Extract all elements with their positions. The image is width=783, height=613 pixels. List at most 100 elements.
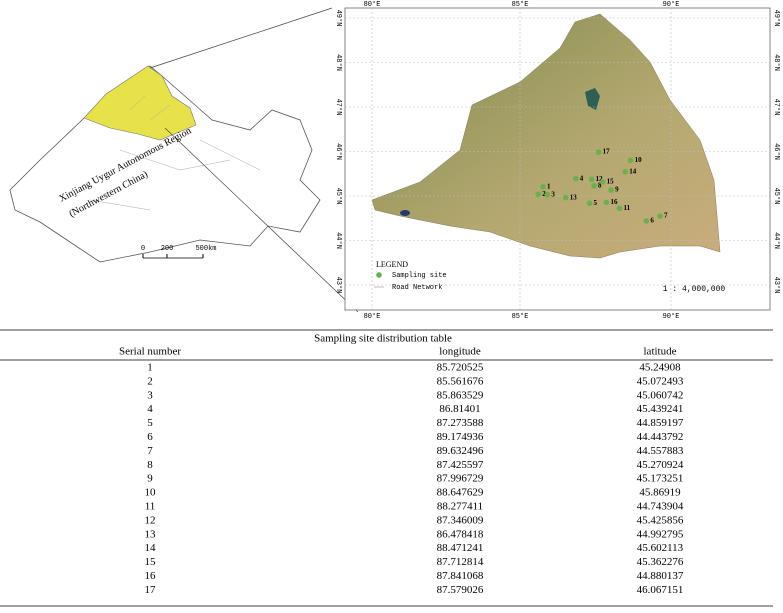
cell: 86.81401 <box>439 403 480 415</box>
cell: 45.362276 <box>637 556 684 568</box>
sampling-site <box>535 191 542 198</box>
cell: 44.557883 <box>637 445 684 457</box>
cell: 45.060742 <box>637 389 684 401</box>
site-label: 3 <box>551 190 555 198</box>
cell: 12 <box>145 514 156 526</box>
lat-label: 45°N <box>334 188 343 205</box>
cell: 5 <box>147 417 153 429</box>
site-label: 10 <box>635 156 643 164</box>
cell: 89.174936 <box>437 431 484 443</box>
site-label: 12 <box>596 175 604 183</box>
cell: 85.863529 <box>437 389 484 401</box>
cell: 8 <box>147 459 153 471</box>
cell: 89.632496 <box>437 445 484 457</box>
cell: 86.478418 <box>437 528 484 540</box>
site-label: 16 <box>610 198 618 206</box>
scale-label: 0 <box>141 245 145 253</box>
lat-label: 46°N <box>772 143 781 160</box>
site-label: 11 <box>623 204 630 212</box>
site-label: 8 <box>598 181 602 189</box>
lat-label: 44°N <box>334 232 343 249</box>
sampling-site <box>599 179 606 185</box>
cell: 3 <box>147 389 153 401</box>
legend-item: Sampling site <box>392 272 447 280</box>
cell: 87.425597 <box>437 459 484 471</box>
cell: 88.277411 <box>437 501 483 513</box>
cell: 16 <box>145 570 157 582</box>
lat-label: 45°N <box>772 188 781 205</box>
cell: 85.720525 <box>437 362 484 374</box>
cell: 87.346009 <box>437 514 484 526</box>
site-label: 17 <box>603 148 611 156</box>
legend-item: Road Network <box>392 284 442 292</box>
lat-label: 47°N <box>772 99 781 116</box>
site-label: 15 <box>607 178 615 186</box>
sampling-site <box>595 149 602 155</box>
cell: 1 <box>147 362 153 374</box>
sampling-site <box>608 187 614 193</box>
lat-label: 44°N <box>772 232 781 249</box>
cell: 44.743904 <box>637 501 684 513</box>
sampling-site <box>622 168 629 175</box>
cell: 45.86919 <box>639 487 681 499</box>
lat-label: 49°N <box>772 10 781 27</box>
sampling-site <box>572 175 579 182</box>
cell: 10 <box>145 487 157 499</box>
cell: 45.270924 <box>637 459 684 471</box>
sampling-site <box>616 205 623 212</box>
cell: 11 <box>145 501 156 513</box>
sampling-site <box>657 213 663 219</box>
site-label: 5 <box>593 199 597 207</box>
cell: 9 <box>147 473 153 485</box>
lon-label: 90°E <box>663 0 680 9</box>
cell: 45.439241 <box>637 403 684 415</box>
cell: 87.273588 <box>437 417 484 429</box>
sampling-site <box>588 176 595 183</box>
cell: 14 <box>145 542 157 554</box>
site-label: 7 <box>664 212 668 220</box>
lake <box>585 88 600 110</box>
cell: 45.425856 <box>637 514 684 526</box>
lat-label: 47°N <box>334 99 343 116</box>
lon-label: 80°E <box>364 312 381 321</box>
table-title: Sampling site distribution table <box>314 333 452 345</box>
site-label: 13 <box>570 193 578 201</box>
lat-label: 46°N <box>334 143 343 160</box>
lat-label: 48°N <box>334 54 343 71</box>
cell: 45.072493 <box>637 375 684 387</box>
site-label: 1 <box>547 182 551 190</box>
table-header: Serial number <box>119 346 181 358</box>
lon-label: 85°E <box>512 0 529 9</box>
table-header: longitude <box>439 346 481 358</box>
site-label: 6 <box>650 217 654 225</box>
cell: 6 <box>147 431 153 443</box>
lake <box>400 210 410 216</box>
cell: 44.992795 <box>637 528 684 540</box>
lat-label: 43°N <box>772 277 781 294</box>
lat-label: 48°N <box>772 54 781 71</box>
lat-label: 49°N <box>334 10 343 27</box>
cell: 87.579026 <box>437 584 484 596</box>
cell: 85.561676 <box>437 375 484 387</box>
cell: 87.841068 <box>437 570 484 582</box>
cell: 2 <box>147 375 153 387</box>
main-map: 80°E 80°E 85°E 85°E 90°E 90°E 49°N 49°N 48°N 48°N… <box>334 0 781 321</box>
lon-label: 80°E <box>364 0 381 9</box>
sampling-site <box>586 200 593 207</box>
table-header: latitude <box>644 346 677 358</box>
cell: 44.880137 <box>637 570 684 582</box>
sampling-site <box>591 183 597 189</box>
cell: 13 <box>145 528 157 540</box>
sampling-site <box>603 199 610 206</box>
table: Sampling site distribution table Serial … <box>0 329 773 607</box>
legend-marker <box>376 272 382 278</box>
scale-label: 200 <box>161 245 174 253</box>
scale-label: 500km <box>195 245 216 253</box>
sampling-site <box>643 218 650 224</box>
cell: 4 <box>147 403 153 415</box>
site-label: 14 <box>629 167 637 175</box>
site-label: 2 <box>542 190 546 198</box>
cell: 45.24908 <box>639 362 681 374</box>
cell: 17 <box>145 584 157 596</box>
sampling-site <box>627 157 634 164</box>
